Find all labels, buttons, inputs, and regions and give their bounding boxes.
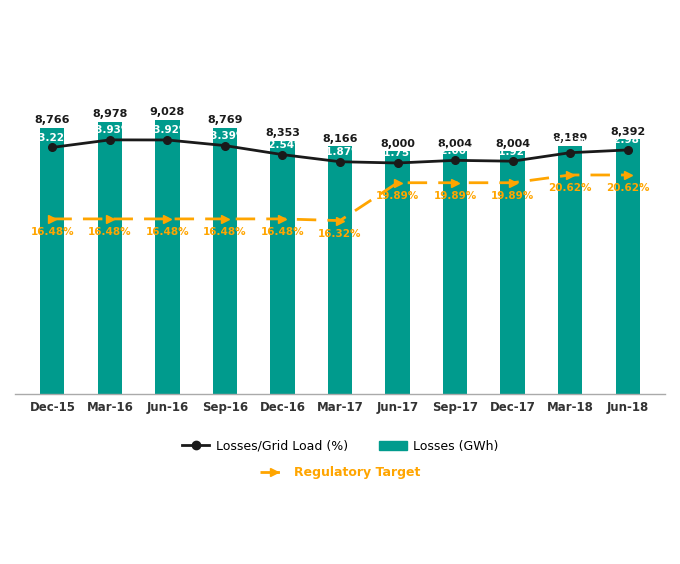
Text: 8,189: 8,189	[552, 133, 588, 143]
Bar	[40, 128, 65, 394]
Text: 8,353: 8,353	[265, 128, 300, 138]
Text: 23.92%: 23.92%	[146, 125, 189, 135]
Text: 8,392: 8,392	[610, 127, 645, 136]
Text: 8,004: 8,004	[437, 139, 473, 148]
Text: 21.92%: 21.92%	[491, 147, 534, 157]
Bar	[213, 128, 237, 394]
Bar	[443, 151, 467, 394]
Text: 23.39%: 23.39%	[203, 131, 247, 141]
Text: 8,769: 8,769	[207, 115, 243, 125]
Text: 21.87%: 21.87%	[318, 147, 362, 157]
Bar	[155, 120, 180, 394]
Text: 20.62%: 20.62%	[606, 183, 649, 193]
Text: 16.48%: 16.48%	[146, 227, 189, 237]
Bar	[500, 151, 525, 394]
Text: 22.54%: 22.54%	[260, 140, 304, 150]
Text: 19.89%: 19.89%	[376, 191, 419, 201]
Text: 21.75%: 21.75%	[376, 148, 420, 158]
Text: 23.93%: 23.93%	[88, 125, 132, 135]
Text: 22.00%: 22.00%	[433, 146, 477, 156]
Text: 16.32%: 16.32%	[318, 229, 362, 239]
Text: 22.72%: 22.72%	[548, 138, 592, 148]
Text: 23.22%: 23.22%	[31, 133, 74, 143]
Text: 8,166: 8,166	[322, 134, 358, 144]
Legend: Regulatory Target: Regulatory Target	[255, 461, 425, 484]
Text: 16.48%: 16.48%	[260, 227, 304, 237]
Bar	[328, 146, 352, 394]
Text: 19.89%: 19.89%	[433, 191, 477, 201]
Text: 8,978: 8,978	[92, 109, 128, 119]
Text: 9,028: 9,028	[150, 108, 185, 117]
Text: 16.48%: 16.48%	[88, 227, 132, 237]
Text: 20.62%: 20.62%	[548, 183, 592, 193]
Text: 19.89%: 19.89%	[491, 191, 534, 201]
Text: 8,004: 8,004	[495, 139, 530, 148]
Text: 8,766: 8,766	[35, 116, 70, 125]
Bar	[615, 139, 640, 394]
Text: 16.48%: 16.48%	[31, 227, 74, 237]
Bar	[558, 146, 582, 394]
Text: 22.98%: 22.98%	[606, 135, 649, 146]
Bar	[386, 151, 409, 394]
Text: 16.48%: 16.48%	[203, 227, 247, 237]
Bar	[271, 140, 294, 394]
Bar	[98, 122, 122, 394]
Text: 8,000: 8,000	[380, 139, 415, 149]
